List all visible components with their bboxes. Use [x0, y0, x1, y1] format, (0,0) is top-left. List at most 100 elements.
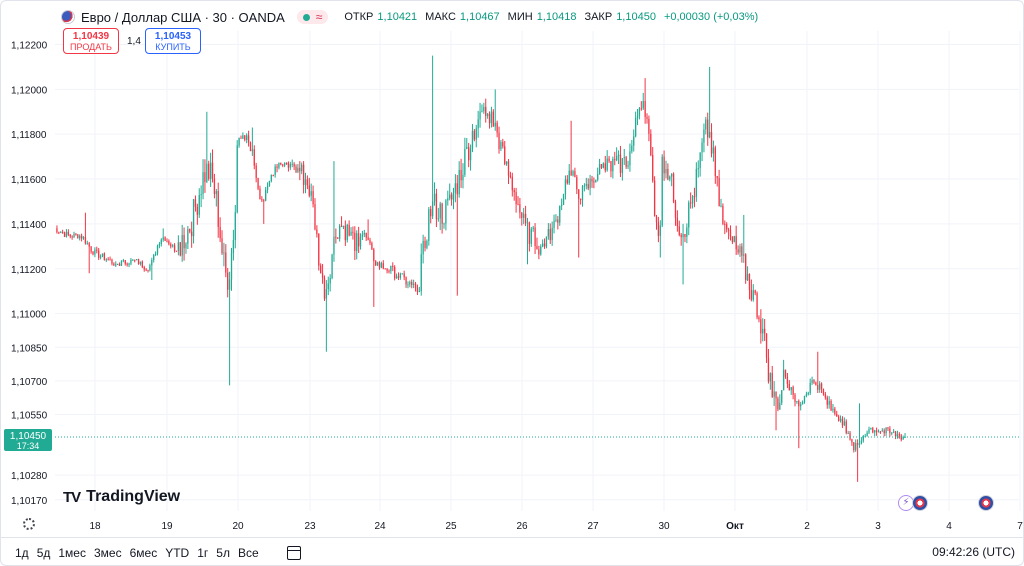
candle-body [73, 233, 75, 238]
candle-body [454, 183, 457, 193]
candle-body [760, 319, 762, 334]
candle-body [411, 282, 413, 285]
candle-body [731, 236, 734, 243]
candle-body [815, 382, 817, 386]
candle-body [473, 130, 476, 140]
candle-body [160, 239, 162, 244]
candle-body [646, 116, 648, 119]
candle-body [308, 185, 310, 196]
candle-body [179, 242, 181, 256]
candle-body [84, 237, 87, 244]
candle-body [568, 170, 570, 184]
symbol-legend[interactable]: Евро / Доллар США · 30 · OANDA ≈ ОТКР 1,1… [61, 8, 762, 26]
candle-body [589, 178, 591, 189]
x-tick-label: Окт [726, 521, 744, 532]
ohlc-value: 1,10418 [536, 11, 577, 23]
candle-body [56, 228, 58, 233]
tradingview-logo[interactable]: TV TradingView [63, 488, 180, 506]
period-button[interactable]: YTD [165, 545, 190, 560]
candle-body [394, 266, 396, 279]
clock[interactable]: 09:42:26 (UTC) [932, 545, 1015, 559]
candle-body [287, 162, 290, 168]
period-button[interactable]: 3мес [93, 545, 122, 560]
candle-body [249, 142, 252, 152]
candle-body [441, 203, 443, 224]
candle-body [424, 240, 426, 248]
candle-body [819, 383, 821, 390]
candle-body [124, 260, 126, 264]
candle-body [834, 408, 836, 414]
period-button[interactable]: 5д [36, 545, 51, 560]
candle-body [505, 161, 508, 165]
candle-body [576, 177, 578, 190]
period-button[interactable]: 1д [15, 545, 29, 560]
candle-body [762, 328, 764, 334]
candle-body [817, 385, 819, 390]
candle-body [310, 191, 312, 196]
candle-body [555, 219, 557, 221]
market-status-pill[interactable]: ≈ [296, 10, 329, 24]
calendar-icon[interactable] [286, 545, 301, 560]
price-chart[interactable]: 1,12200 1,12000 1,11800 1,11600 1,11400 1,112… [1, 1, 1024, 537]
candle-body [79, 235, 81, 239]
candle-body [559, 205, 561, 223]
tradingview-logo-text: TradingView [86, 488, 181, 505]
candle-body [631, 145, 633, 152]
candle-body [71, 236, 73, 238]
period-button[interactable]: 1мес [58, 545, 86, 560]
candle-body [504, 146, 506, 165]
period-button[interactable]: 1г [197, 545, 209, 560]
candle-body [264, 189, 267, 201]
symbol-title[interactable]: Евро / Доллар США · 30 · OANDA [81, 9, 285, 25]
period-button[interactable]: 6мес [129, 545, 158, 560]
candle-body [485, 106, 487, 117]
period-button[interactable]: Все [237, 545, 259, 560]
sell-button[interactable]: 1,10439 ПРОДАТЬ [63, 28, 119, 54]
candle-body [758, 317, 760, 320]
candle-body [312, 191, 314, 205]
candle-body [695, 168, 698, 197]
x-tick-label: 24 [374, 521, 386, 532]
candle-body [619, 154, 622, 173]
candle-body [209, 162, 212, 179]
candle-body [418, 291, 421, 293]
candle-body [122, 260, 125, 262]
candle-body [583, 185, 586, 187]
candle-body [745, 254, 747, 281]
buy-button[interactable]: 1,10453 КУПИТЬ [145, 28, 201, 54]
us-event-flag-icon[interactable] [978, 495, 994, 511]
candle-body [509, 175, 512, 177]
candle-body [610, 161, 612, 172]
y-tick-label: 1,10280 [11, 471, 48, 482]
period-button[interactable]: 5л [216, 545, 230, 560]
buy-price: 1,10453 [154, 31, 192, 42]
candle-body [519, 204, 521, 213]
candle-body [490, 111, 493, 124]
candle-body [496, 122, 498, 133]
candle-body [170, 244, 172, 247]
bottom-toolbar: 1д 5д 1мес 3мес 6мес YTD 1г 5л Все 09:42:26 (UTC… [1, 537, 1023, 565]
candle-body [443, 223, 445, 225]
candle-body [754, 290, 756, 294]
candle-body [380, 263, 383, 268]
candle-body [541, 243, 544, 247]
candle-body [230, 253, 233, 280]
chart-settings-gear-icon[interactable] [23, 518, 35, 530]
candle-body [843, 421, 846, 426]
candle-body [98, 250, 100, 258]
candle-body [674, 201, 677, 218]
candle-body [228, 279, 231, 290]
us-event-flag-icon[interactable] [912, 495, 928, 511]
candle-body [430, 209, 432, 217]
ohlc-label: МИН [507, 11, 533, 23]
tradingview-logo-icon: TV [63, 488, 81, 506]
candle-body [173, 245, 176, 251]
candle-body [872, 428, 874, 433]
candle-body [898, 434, 901, 436]
candle-body [479, 111, 481, 120]
candle-body [227, 272, 229, 290]
candle-body [301, 164, 303, 172]
candle-body [617, 154, 620, 156]
candle-body [689, 202, 692, 204]
candle-body [382, 263, 384, 269]
